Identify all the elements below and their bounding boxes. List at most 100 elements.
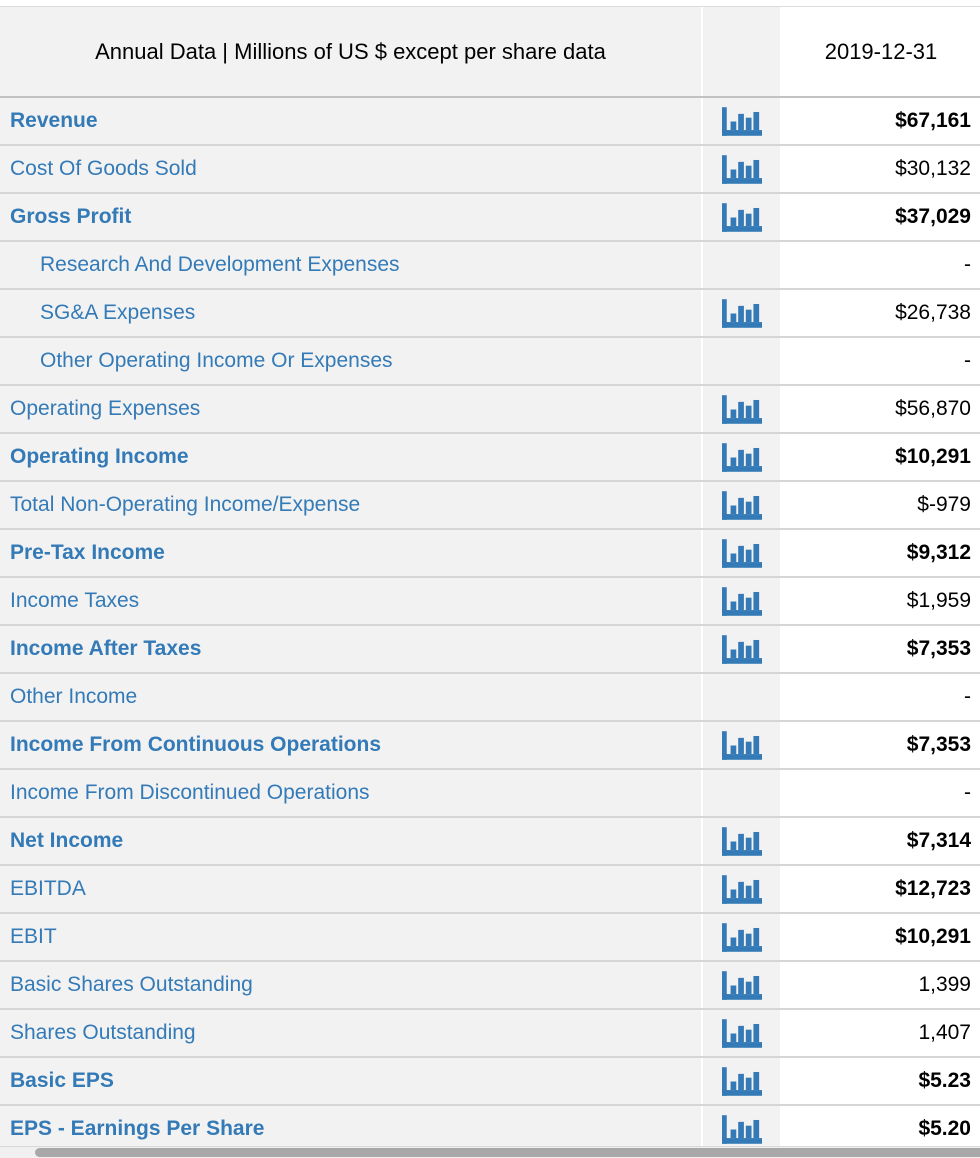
horizontal-scrollbar-thumb[interactable]: [35, 1148, 980, 1157]
row-label-link[interactable]: Research And Development Expenses: [40, 253, 400, 276]
row-value-cell: $12,723: [782, 866, 980, 912]
row-label-link[interactable]: Other Income: [10, 685, 138, 708]
row-label-link[interactable]: EBIT: [10, 925, 57, 948]
row-label-link[interactable]: Cost Of Goods Sold: [10, 157, 197, 180]
bar-chart-icon[interactable]: [721, 298, 762, 328]
row-label-link[interactable]: Income From Discontinued Operations: [10, 781, 370, 804]
horizontal-scrollbar[interactable]: [0, 1146, 980, 1158]
table-row: Other Operating Income Or Expenses -: [0, 338, 980, 386]
table-row: Income From Discontinued Operations -: [0, 770, 980, 818]
row-label-link[interactable]: Basic EPS: [10, 1069, 114, 1092]
row-label-link[interactable]: Net Income: [10, 829, 124, 852]
row-label-cell: Shares Outstanding: [0, 1010, 703, 1056]
row-label-cell: Net Income: [0, 818, 703, 864]
row-label-link[interactable]: Pre-Tax Income: [10, 541, 165, 564]
row-chart-cell: [703, 962, 782, 1008]
bar-chart-icon[interactable]: [721, 874, 762, 904]
table-row: EBIT $10,291: [0, 914, 980, 962]
row-label-link[interactable]: Income After Taxes: [10, 637, 202, 660]
row-label-link[interactable]: Total Non-Operating Income/Expense: [10, 493, 361, 516]
row-label-link[interactable]: Shares Outstanding: [10, 1021, 196, 1044]
bar-chart-icon[interactable]: [721, 154, 762, 184]
row-label-link[interactable]: Income From Continuous Operations: [10, 733, 382, 756]
chart-column-header-cell: [703, 7, 782, 96]
row-value: $1,959: [906, 589, 971, 612]
date-column-header: 2019-12-31: [824, 38, 938, 64]
row-label-cell: Operating Expenses: [0, 386, 703, 432]
row-chart-cell: [703, 578, 782, 624]
row-value-cell: 1,407: [782, 1010, 980, 1056]
row-value-cell: $1,959: [782, 578, 980, 624]
row-chart-cell: [703, 482, 782, 528]
row-value: $5.23: [918, 1069, 971, 1092]
row-value: $7,353: [906, 637, 971, 660]
row-label-cell: Operating Income: [0, 434, 703, 480]
table-row: Total Non-Operating Income/Expense $-979: [0, 482, 980, 530]
row-value-cell: $37,029: [782, 194, 980, 240]
row-chart-cell: [703, 914, 782, 960]
row-value: $67,161: [895, 109, 971, 132]
bar-chart-icon[interactable]: [721, 730, 762, 760]
row-label-link[interactable]: Basic Shares Outstanding: [10, 973, 253, 996]
row-value-cell: $67,161: [782, 98, 980, 144]
bar-chart-icon[interactable]: [721, 922, 762, 952]
row-label-cell: EBIT: [0, 914, 703, 960]
row-label-link[interactable]: SG&A Expenses: [40, 301, 196, 324]
bar-chart-icon[interactable]: [721, 442, 762, 472]
bar-chart-icon[interactable]: [721, 586, 762, 616]
row-value-cell: $10,291: [782, 914, 980, 960]
row-label-link[interactable]: Operating Income: [10, 445, 189, 468]
row-value: 1,399: [918, 973, 971, 996]
row-label-link[interactable]: Income Taxes: [10, 589, 140, 612]
row-label-cell: Income From Continuous Operations: [0, 722, 703, 768]
row-label-cell: Gross Profit: [0, 194, 703, 240]
bar-chart-icon[interactable]: [721, 106, 762, 136]
bar-chart-icon[interactable]: [721, 202, 762, 232]
row-label-link[interactable]: EBITDA: [10, 877, 86, 900]
row-value: $-979: [917, 493, 971, 516]
row-label-link[interactable]: EPS - Earnings Per Share: [10, 1117, 265, 1140]
row-value: $30,132: [895, 157, 971, 180]
row-label-link[interactable]: Operating Expenses: [10, 397, 201, 420]
bar-chart-icon[interactable]: [721, 1066, 762, 1096]
row-value: $7,314: [906, 829, 971, 852]
table-body: Revenue $67,161 Cos: [0, 98, 980, 1154]
row-label-cell: Total Non-Operating Income/Expense: [0, 482, 703, 528]
bar-chart-icon[interactable]: [721, 970, 762, 1000]
row-chart-cell: [703, 338, 782, 384]
row-value: -: [964, 781, 971, 804]
table-row: Basic Shares Outstanding 1,399: [0, 962, 980, 1010]
row-value: $37,029: [895, 205, 971, 228]
row-chart-cell: [703, 1010, 782, 1056]
table-row: Income After Taxes $7,353: [0, 626, 980, 674]
row-label-cell: SG&A Expenses: [0, 290, 703, 336]
bar-chart-icon[interactable]: [721, 394, 762, 424]
row-value: $10,291: [895, 445, 971, 468]
row-chart-cell: [703, 626, 782, 672]
row-value-cell: -: [782, 242, 980, 288]
bar-chart-icon[interactable]: [721, 1018, 762, 1048]
bar-chart-icon[interactable]: [721, 1114, 762, 1144]
table-row: Income Taxes $1,959: [0, 578, 980, 626]
bar-chart-icon[interactable]: [721, 826, 762, 856]
row-label-cell: Basic EPS: [0, 1058, 703, 1104]
bar-chart-icon[interactable]: [721, 490, 762, 520]
row-value-cell: $5.23: [782, 1058, 980, 1104]
row-label-cell: Basic Shares Outstanding: [0, 962, 703, 1008]
row-label-link[interactable]: Revenue: [10, 109, 98, 132]
row-value-cell: $7,353: [782, 722, 980, 768]
table-row: EBITDA $12,723: [0, 866, 980, 914]
table-row: Shares Outstanding 1,407: [0, 1010, 980, 1058]
row-label-link[interactable]: Gross Profit: [10, 205, 132, 228]
row-label-cell: EBITDA: [0, 866, 703, 912]
bar-chart-icon[interactable]: [721, 538, 762, 568]
row-value-cell: $10,291: [782, 434, 980, 480]
row-chart-cell: [703, 146, 782, 192]
row-value-cell: $9,312: [782, 530, 980, 576]
table-row: Gross Profit $37,029: [0, 194, 980, 242]
row-chart-cell: [703, 866, 782, 912]
row-label-cell: EPS - Earnings Per Share: [0, 1106, 703, 1152]
row-label-link[interactable]: Other Operating Income Or Expenses: [40, 349, 393, 372]
row-label-cell: Other Income: [0, 674, 703, 720]
bar-chart-icon[interactable]: [721, 634, 762, 664]
